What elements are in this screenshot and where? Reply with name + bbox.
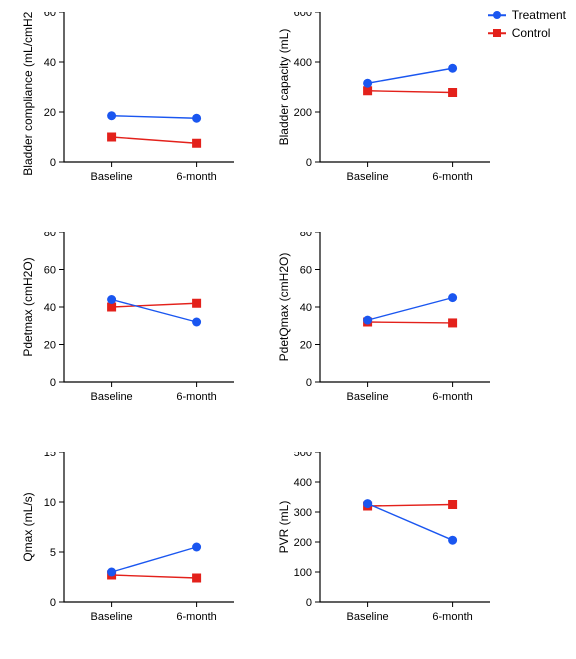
series-line [112, 300, 197, 323]
ytick-label: 20 [44, 107, 56, 119]
series-line [112, 547, 197, 572]
xtick-label: 6-month [432, 391, 472, 403]
ytick-label: 15 [44, 452, 56, 459]
circle-icon [448, 293, 457, 302]
xtick-label: Baseline [346, 611, 388, 623]
chart-panel: 0 20 40 60 Baseline 6-month Bladder compliance… [20, 12, 240, 192]
xtick-label: 6-month [176, 611, 216, 623]
ytick-label: 0 [50, 377, 56, 389]
series-line [112, 137, 197, 143]
xtick-label: 6-month [176, 391, 216, 403]
y-axis-label: Bladder capacity (mL) [277, 29, 291, 146]
panel-svg: 0 20 40 60 80 Baseline 6-month Pdetmax (cmH2O) [20, 232, 240, 412]
figure-container: { "figure": { "width": 576, "height": 65… [0, 0, 576, 659]
ytick-label: 300 [294, 507, 312, 519]
xtick-label: Baseline [90, 391, 132, 403]
square-icon [192, 574, 201, 583]
square-icon [192, 139, 201, 148]
chart-panel: 0 200 400 600 Baseline 6-month Bladder capacit… [276, 12, 496, 192]
legend-label-treatment: Treatment [512, 8, 566, 22]
y-axis-label: PVR (mL) [277, 501, 291, 554]
xtick-label: Baseline [90, 611, 132, 623]
square-icon [448, 88, 457, 97]
ytick-label: 10 [44, 497, 56, 509]
circle-icon [192, 114, 201, 123]
square-icon [192, 299, 201, 308]
legend-label-control: Control [512, 26, 551, 40]
ytick-label: 0 [306, 597, 312, 609]
ytick-label: 0 [50, 157, 56, 169]
ytick-label: 80 [44, 232, 56, 239]
xtick-label: Baseline [346, 171, 388, 183]
ytick-label: 20 [300, 340, 312, 352]
ytick-label: 600 [294, 12, 312, 19]
xtick-label: 6-month [432, 171, 472, 183]
ytick-label: 60 [44, 265, 56, 277]
chart-panel: 0 20 40 60 80 Baseline 6-month Pdetmax (cmH2O) [20, 232, 240, 412]
ytick-label: 5 [50, 547, 56, 559]
circle-icon [107, 111, 116, 120]
circle-icon [192, 543, 201, 552]
ytick-label: 40 [300, 302, 312, 314]
xtick-label: 6-month [432, 611, 472, 623]
series-line [368, 298, 453, 321]
y-axis-label: PdetQmax (cmH2O) [277, 253, 291, 362]
circle-icon [363, 79, 372, 88]
circle-icon [192, 318, 201, 327]
series-line [112, 116, 197, 119]
series-line [368, 91, 453, 93]
ytick-label: 60 [300, 265, 312, 277]
series-line [112, 303, 197, 307]
ytick-label: 0 [306, 157, 312, 169]
ytick-label: 40 [44, 302, 56, 314]
ytick-label: 500 [294, 452, 312, 459]
ytick-label: 40 [44, 57, 56, 69]
series-line [368, 68, 453, 83]
chart-panel: 0 5 10 15 Baseline 6-month Qmax (mL/s) [20, 452, 240, 632]
circle-icon [448, 64, 457, 73]
ytick-label: 80 [300, 232, 312, 239]
ytick-label: 0 [50, 597, 56, 609]
panel-svg: 0 100 200 300 400 500 Baseline 6-month PVR (mL) [276, 452, 496, 632]
panel-svg: 0 20 40 60 Baseline 6-month Bladder compliance… [20, 12, 240, 192]
ytick-label: 60 [44, 12, 56, 19]
xtick-label: 6-month [176, 171, 216, 183]
chart-panel: 0 100 200 300 400 500 Baseline 6-month PVR (mL) [276, 452, 496, 632]
series-line [368, 505, 453, 507]
ytick-label: 0 [306, 377, 312, 389]
chart-panel: 0 20 40 60 80 Baseline 6-month PdetQmax (cmH2O) [276, 232, 496, 412]
circle-icon [363, 499, 372, 508]
y-axis-label: Pdetmax (cmH2O) [21, 257, 35, 356]
square-icon [107, 133, 116, 142]
xtick-label: Baseline [346, 391, 388, 403]
panel-svg: 0 5 10 15 Baseline 6-month Qmax (mL/s) [20, 452, 240, 632]
circle-icon [107, 295, 116, 304]
ytick-label: 100 [294, 567, 312, 579]
series-line [368, 504, 453, 541]
xtick-label: Baseline [90, 171, 132, 183]
y-axis-label: Qmax (mL/s) [21, 492, 35, 561]
ytick-label: 20 [44, 340, 56, 352]
circle-icon [363, 316, 372, 325]
legend-item-control: Control [488, 26, 566, 40]
series-line [112, 575, 197, 578]
ytick-label: 200 [294, 107, 312, 119]
ytick-label: 400 [294, 477, 312, 489]
panel-svg: 0 20 40 60 80 Baseline 6-month PdetQmax (cmH2O) [276, 232, 496, 412]
square-icon [448, 500, 457, 509]
series-line [368, 322, 453, 323]
legend-item-treatment: Treatment [488, 8, 566, 22]
legend: Treatment Control [488, 8, 566, 44]
circle-icon [448, 536, 457, 545]
ytick-label: 400 [294, 57, 312, 69]
circle-icon [107, 568, 116, 577]
panel-svg: 0 200 400 600 Baseline 6-month Bladder capacit… [276, 12, 496, 192]
ytick-label: 200 [294, 537, 312, 549]
square-icon [448, 318, 457, 327]
y-axis-label: Bladder compliance (mL/cmH2O) [21, 12, 35, 176]
